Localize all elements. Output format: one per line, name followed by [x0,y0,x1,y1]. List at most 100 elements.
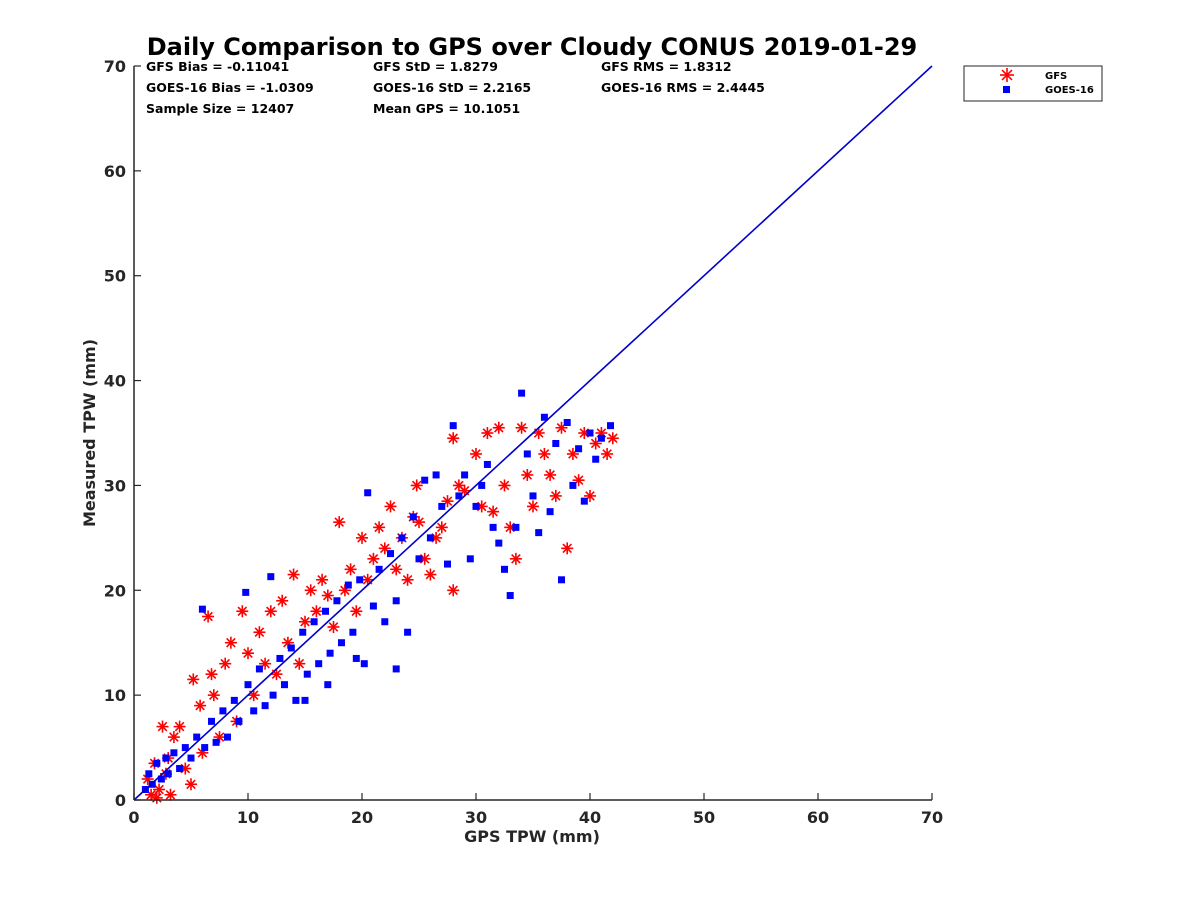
gfs-point [452,479,465,492]
stat-mean-gps: Mean GPS = 10.1051 [373,101,520,116]
chart-title: Daily Comparison to GPS over Cloudy CONU… [147,33,918,61]
legend-goes-label: GOES-16 [1045,85,1094,96]
goes-16-point [162,754,170,762]
goes-16-point [540,413,548,421]
y-tick-label: 20 [104,581,126,600]
legend: GFS GOES-16 [963,65,1103,102]
gfs-point [527,500,539,513]
y-tick-label: 60 [104,162,126,181]
goes-16-point [597,434,605,442]
goes-16-point [230,696,238,704]
gfs-point [538,447,551,460]
goes-16-point [563,419,571,427]
gfs-point [373,521,386,534]
goes-16-point [501,565,508,573]
goes-16-point [360,660,368,668]
goes-16-point [432,471,440,479]
goes-16-point [145,770,153,778]
goes-16-point [409,513,417,521]
gfs-point [410,479,423,492]
gfs-point [187,673,200,686]
goes-16-point [235,717,243,725]
gfs-point [350,605,363,618]
gfs-point [601,447,614,460]
goes-16-point [250,707,258,715]
gfs-point [219,657,232,670]
x-tick-label: 70 [921,808,943,827]
gfs-point [390,563,403,576]
goes-16-point [415,555,423,563]
y-tick-label: 50 [104,267,126,286]
goes-16-point [575,445,583,453]
x-tick-label: 10 [237,808,259,827]
legend-gfs-marker [1000,68,1014,82]
gfs-point [224,636,237,649]
goes-16-point [438,502,446,510]
gfs-point [299,615,311,628]
gfs-point [492,421,505,434]
goes-16-point [181,744,189,752]
stat-gfs-std: GFS StD = 1.8279 [373,59,498,74]
goes-16-point [535,529,543,537]
legend-goes-marker [1003,86,1010,93]
gfs-point [316,573,329,586]
goes-16-point [280,681,288,689]
gfs-point [606,432,619,445]
goes-16-point [449,422,457,430]
goes-16-point [303,670,311,678]
goes-16-point [607,422,615,430]
goes-16-point [478,481,486,489]
goes-16-point [392,597,400,605]
gfs-point [435,521,448,534]
y-tick-label: 0 [115,791,126,810]
goes-16-point [242,588,250,596]
goes-16-point [546,508,554,516]
gfs-point [481,427,494,439]
gfs-point [287,568,300,581]
gfs-point [424,568,437,581]
gfs-point [270,668,283,681]
goes-16-point [398,534,406,542]
gfs-point [344,563,357,576]
goes-16-point [301,696,309,704]
gfs-point [555,421,568,434]
goes-16-point [392,665,400,673]
goes-16-point [387,550,394,558]
goes-16-point [299,628,307,636]
gfs-point [167,731,180,744]
gfs-point [401,573,414,586]
stat-gfs-bias: GFS Bias = -0.11041 [146,59,289,74]
goes-16-point [267,573,275,581]
gfs-point [367,552,380,565]
goes-16-point [310,618,318,626]
gfs-point [205,668,218,681]
goes-16-point [364,489,372,497]
gfs-point [207,689,220,702]
goes-16-point [333,597,341,605]
goes-16-point [223,733,231,741]
gfs-point [470,447,482,460]
goes-16-point [455,492,463,500]
goes-16-point [421,476,429,484]
one-to-one-line [133,65,933,801]
series-goes-16 [141,389,615,794]
goes-16-point [580,497,588,505]
gfs-point [515,421,528,434]
gfs-point [509,552,522,565]
gfs-point [327,620,340,633]
gfs-point [447,432,460,445]
legend-gfs-label: GFS [1045,71,1067,82]
goes-16-point [261,702,269,710]
y-axis-label: Measured TPW (mm) [80,339,99,527]
goes-16-point [552,439,560,447]
gfs-point [173,720,186,733]
goes-16-point [352,654,360,662]
goes-16-point [244,681,252,689]
goes-16-point [324,681,332,689]
y-axis-ticks: 0 10 20 30 40 50 60 70 [104,57,141,810]
goes-16-point [198,605,206,613]
goes-16-point [349,628,357,636]
goes-16-point [466,555,474,563]
goes-16-point [208,717,216,725]
gfs-point [293,657,306,670]
